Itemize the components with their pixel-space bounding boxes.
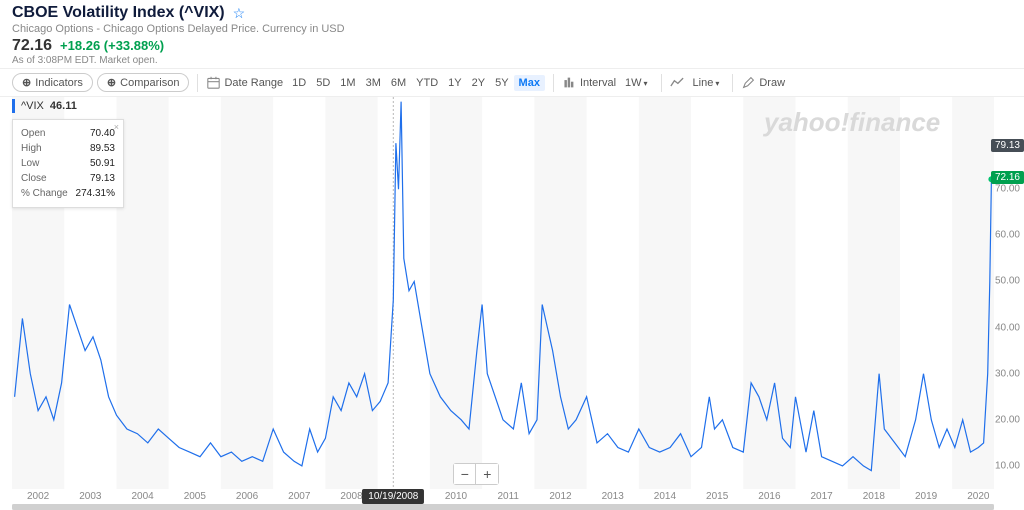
range-6m-button[interactable]: 6M <box>386 75 411 91</box>
x-tick-label: 2003 <box>79 491 101 502</box>
close-label: Close <box>21 171 47 186</box>
pct-label: % Change <box>21 186 68 201</box>
interval-icon <box>562 76 576 90</box>
divider <box>732 74 733 92</box>
divider <box>553 74 554 92</box>
hover-value: 46.11 <box>50 100 77 112</box>
header: CBOE Volatility Index (^VIX) ☆ Chicago O… <box>0 0 1024 68</box>
x-tick-label: 2006 <box>236 491 258 502</box>
x-tick-label: 2016 <box>758 491 780 502</box>
price-timestamp: As of 3:08PM EDT. Market open. <box>12 55 1012 66</box>
range-1y-button[interactable]: 1Y <box>443 75 466 91</box>
x-tick-label: 2011 <box>497 491 519 502</box>
interval-label: Interval <box>580 77 616 89</box>
plus-icon: ⊕ <box>22 76 31 89</box>
zoom-controls: − + <box>453 463 499 485</box>
indicators-button[interactable]: ⊕ Indicators <box>12 73 93 92</box>
comparison-button[interactable]: ⊕ Comparison <box>97 73 190 92</box>
high-label: High <box>21 141 42 156</box>
range-5y-button[interactable]: 5Y <box>490 75 513 91</box>
series-color-bar <box>12 99 15 113</box>
x-tick-label: 2002 <box>27 491 49 502</box>
y-tick-label: 70.00 <box>995 184 1020 195</box>
range-1d-button[interactable]: 1D <box>287 75 311 91</box>
x-tick-label: 2018 <box>863 491 885 502</box>
draw-button[interactable]: Draw <box>759 77 785 89</box>
line-type-icon <box>670 76 684 90</box>
time-scrollbar-track[interactable] <box>12 504 994 510</box>
y-tick-label: 50.00 <box>995 276 1020 287</box>
comparison-label: Comparison <box>120 77 179 89</box>
divider <box>197 74 198 92</box>
x-tick-label: 2020 <box>967 491 989 502</box>
low-label: Low <box>21 156 39 171</box>
x-tick-label: 2004 <box>131 491 153 502</box>
exchange-subtitle: Chicago Options - Chicago Options Delaye… <box>12 23 1012 35</box>
x-tick-label: 2015 <box>706 491 728 502</box>
chart-toolbar: ⊕ Indicators ⊕ Comparison Date Range 1D5… <box>0 68 1024 97</box>
chevron-down-icon: ▾ <box>644 79 648 88</box>
interval-value-button[interactable]: 1W▾ <box>620 75 653 91</box>
low-value: 50.91 <box>90 156 115 171</box>
y-tick-label: 10.00 <box>995 460 1020 471</box>
date-range-label: Date Range <box>224 77 283 89</box>
open-value: 70.40 <box>90 126 115 141</box>
range-buttons: 1D5D1M3M6MYTD1Y2Y5YMax <box>287 77 545 89</box>
crosshair-price-flag: 79.13 <box>991 139 1024 152</box>
x-tick-label: 2014 <box>654 491 676 502</box>
watermark: yahoo!finance <box>764 107 940 138</box>
pencil-icon <box>741 76 755 90</box>
open-label: Open <box>21 126 45 141</box>
y-tick-label: 60.00 <box>995 230 1020 241</box>
range-1m-button[interactable]: 1M <box>335 75 360 91</box>
favorite-star-icon[interactable]: ☆ <box>233 5 246 22</box>
close-value: 79.13 <box>90 171 115 186</box>
pct-value: 274.31% <box>76 186 115 201</box>
x-tick-label: 2007 <box>288 491 310 502</box>
calendar-icon <box>206 76 220 90</box>
crosshair-date-badge: 10/19/2008 <box>362 489 424 504</box>
time-scrollbar-thumb[interactable] <box>12 504 994 510</box>
plus-icon: ⊕ <box>107 76 116 89</box>
high-value: 89.53 <box>90 141 115 156</box>
x-tick-label: 2019 <box>915 491 937 502</box>
chart-svg <box>0 97 1024 510</box>
range-max-button[interactable]: Max <box>514 75 545 91</box>
hover-symbol-badge: ^VIX 46.11 <box>12 99 77 113</box>
range-2y-button[interactable]: 2Y <box>467 75 490 91</box>
y-tick-label: 40.00 <box>995 322 1020 333</box>
range-5d-button[interactable]: 5D <box>311 75 335 91</box>
close-icon[interactable]: × <box>114 122 119 132</box>
ohlc-tooltip: × Open 70.40 High 89.53 Low 50.91 Close 79.1… <box>12 119 124 208</box>
indicators-label: Indicators <box>35 77 83 89</box>
chevron-down-icon: ▾ <box>715 79 719 88</box>
range-ytd-button[interactable]: YTD <box>411 75 443 91</box>
chart-type-button[interactable]: Line▾ <box>688 75 725 91</box>
x-tick-label: 2005 <box>184 491 206 502</box>
current-price-flag: 72.16 <box>991 171 1024 184</box>
x-tick-label: 2008 <box>340 491 362 502</box>
hover-symbol: ^VIX <box>21 100 44 112</box>
zoom-out-button[interactable]: − <box>454 464 476 484</box>
instrument-title: CBOE Volatility Index (^VIX) <box>12 4 225 22</box>
divider <box>661 74 662 92</box>
price-change: +18.26 (+33.88%) <box>60 38 164 53</box>
last-price: 72.16 <box>12 37 52 55</box>
zoom-in-button[interactable]: + <box>476 464 498 484</box>
range-3m-button[interactable]: 3M <box>361 75 386 91</box>
x-tick-label: 2013 <box>602 491 624 502</box>
y-tick-label: 30.00 <box>995 368 1020 379</box>
x-tick-label: 2012 <box>549 491 571 502</box>
y-tick-label: 20.00 <box>995 414 1020 425</box>
x-tick-label: 2017 <box>811 491 833 502</box>
chart-area[interactable]: 10.00 20.00 30.00 40.00 50.00 60.00 70.00 2002… <box>0 97 1024 510</box>
x-tick-label: 2010 <box>445 491 467 502</box>
